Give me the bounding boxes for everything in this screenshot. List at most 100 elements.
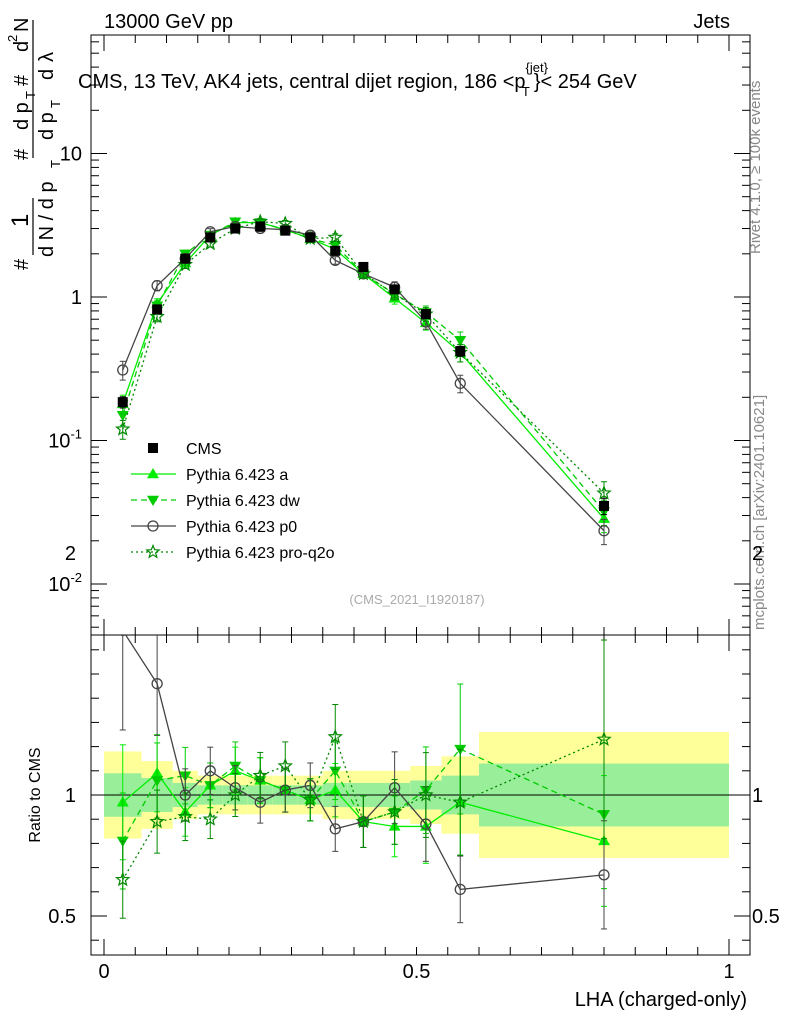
ratio-point-proq2o (327, 728, 344, 744)
ratio-point-proq2o (202, 811, 219, 826)
y-tick-label-top: 10-2 (48, 570, 82, 596)
ratio-point-p0 (119, 635, 127, 637)
y-tick-label-ratio: 1 (65, 785, 76, 807)
mcplots-label: mcplots.cern.ch [arXiv:2401.10621] (751, 395, 768, 630)
analysis-tag: (CMS_2021_I1920187) (349, 592, 484, 607)
ratio-point-dw (151, 776, 164, 787)
y-tick-label-ratio-right: 1 (752, 785, 763, 807)
legend-marker-dw (147, 495, 159, 506)
legend-label-a: Pythia 6.423 a (186, 467, 288, 484)
data-point-cms (455, 346, 466, 357)
data-point-proq2o (327, 229, 344, 245)
x-tick-label: 0 (98, 961, 109, 983)
main-panel-series (114, 213, 612, 546)
data-point-p0 (117, 364, 129, 376)
ratio-point-proq2o (227, 786, 244, 802)
y-tick-label-top: 1 (71, 287, 82, 309)
ratio-point-proq2o (452, 794, 469, 809)
svg-text:2: 2 (5, 35, 20, 42)
svg-text:1: 1 (7, 214, 34, 227)
legend-marker-cms (148, 443, 158, 453)
ratio-point-proq2o (596, 731, 612, 746)
y-tick-label-ratio: 0.5 (48, 906, 76, 928)
data-point-proq2o (149, 308, 165, 324)
data-point-cms (180, 253, 191, 264)
data-point-cms (420, 309, 431, 320)
legend-label-p0: Pythia 6.423 p0 (186, 519, 297, 536)
legend-label-dw: Pythia 6.423 dw (186, 493, 300, 510)
data-point-cms (305, 232, 316, 243)
ratio-point-proq2o (277, 757, 294, 773)
svg-text:T: T (48, 160, 63, 168)
ratio-point-p0 (329, 823, 341, 835)
ratio-line-dw (122, 748, 605, 842)
legend-label-cms: CMS (186, 441, 222, 458)
data-point-cms (330, 245, 341, 256)
data-point-cms (599, 500, 609, 511)
ratio-point-p0 (598, 869, 610, 881)
data-point-cms (280, 225, 291, 236)
data-point-p0 (454, 377, 466, 390)
data-point-cms (389, 284, 400, 295)
x-tick-label: 1 (723, 961, 734, 983)
data-point-cms (358, 261, 369, 272)
svg-text:d: d (36, 69, 58, 80)
svg-text:#: # (11, 74, 33, 86)
series-cms (117, 221, 609, 516)
y-tick-label-top: 10 (60, 144, 82, 166)
legend: CMS Pythia 6.423 a Pythia 6.423 dw Pythia 6… (131, 441, 335, 562)
ratio-series-p0 (119, 635, 610, 930)
ratio-point-proq2o (114, 871, 131, 887)
data-point-cms (230, 223, 241, 234)
legend-marker-a (147, 468, 159, 479)
data-point-proq2o (596, 484, 612, 500)
ratio-point-proq2o (302, 791, 319, 807)
svg-text:d p: d p (36, 112, 58, 140)
ratio-point-proq2o (177, 808, 194, 824)
ratio-point-p0 (204, 765, 216, 777)
data-point-p0 (151, 279, 163, 292)
svg-text:d N / d p: d N / d p (36, 181, 58, 257)
y-tick-label-ratio: 2 (65, 543, 76, 565)
data-point-dw (454, 335, 467, 347)
svg-text:N: N (11, 18, 33, 32)
ratio-point-proq2o (355, 813, 372, 829)
svg-text:T: T (48, 100, 63, 108)
y-tick-label-ratio-right: 0.5 (752, 906, 780, 928)
data-point-cms (152, 304, 163, 315)
svg-text:d: d (11, 41, 33, 52)
y-tick-label-ratio-right: 2 (752, 543, 763, 565)
ratio-point-proq2o (149, 813, 165, 829)
header-process: 13000 GeV pp (104, 11, 233, 33)
header-category: Jets (693, 11, 730, 33)
y-tick-label-top: 10-1 (48, 427, 82, 453)
legend-marker-p0 (147, 520, 159, 532)
y-axis-label-ratio: Ratio to CMS (27, 747, 44, 842)
svg-text:λ: λ (36, 52, 58, 62)
data-point-proq2o (114, 420, 131, 436)
ratio-point-p0 (454, 883, 466, 896)
legend-marker-proq2o (145, 543, 161, 559)
data-point-cms (205, 232, 216, 243)
ratio-point-proq2o (386, 803, 403, 819)
y-axis-label-top: # 1 d N / d p T # d p T # d 2 N d p T d … (5, 18, 63, 270)
svg-text:#: # (11, 258, 33, 270)
axes-ticks: 0 0.5 1 10-2 10-1 1 10 0.5 0.5 1 1 2 2 (48, 35, 780, 983)
legend-label-proq2o: Pythia 6.423 pro-q2o (186, 545, 335, 562)
svg-text:d p: d p (11, 102, 33, 130)
ratio-point-proq2o (418, 786, 434, 802)
data-point-cms (117, 397, 128, 408)
ratio-series-proq2o (114, 639, 612, 919)
ratio-point-proq2o (252, 767, 269, 783)
x-tick-label: 0.5 (403, 961, 431, 983)
data-point-dw (116, 411, 129, 422)
ratio-line-p0 (124, 635, 605, 891)
svg-text:T: T (23, 91, 38, 99)
rivet-version-label: Rivet 4.1.0, ≥ 100k events (747, 81, 764, 254)
x-axis-label: LHA (charged-only) (575, 989, 747, 1011)
ratio-panel-series (114, 635, 612, 930)
ratio-point-p0 (151, 678, 163, 690)
data-point-cms (255, 221, 266, 232)
data-point-p0 (598, 525, 610, 537)
